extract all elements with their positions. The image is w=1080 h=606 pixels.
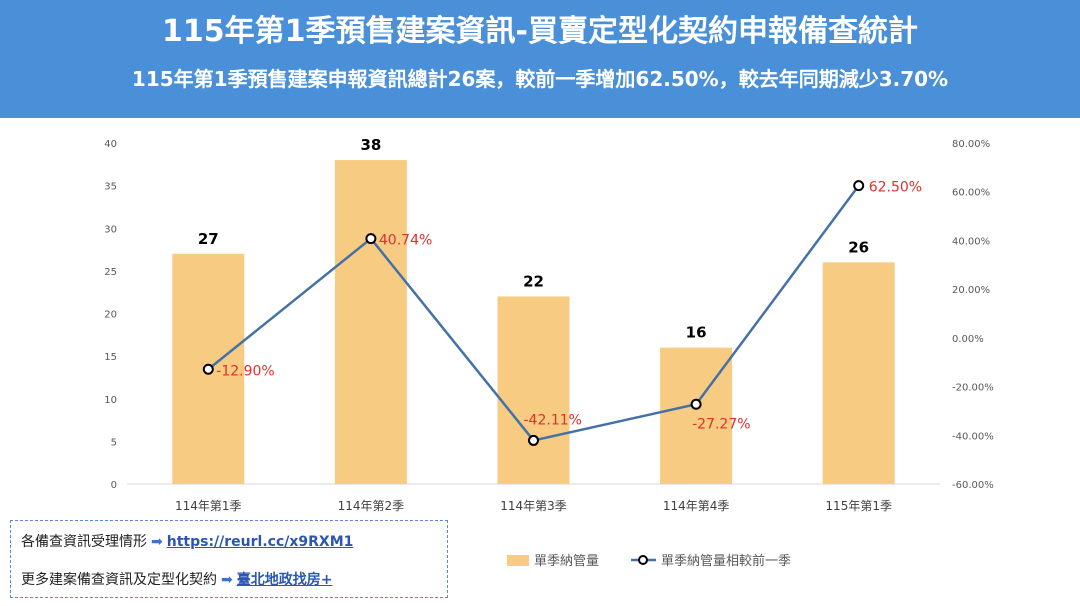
bar (497, 296, 570, 484)
y-left-tick-label: 0 (111, 480, 117, 491)
legend-bar-label: 單季納管量 (534, 554, 599, 569)
legend-bar-swatch (507, 555, 529, 566)
legend-line-label: 單季納管量相較前一季 (661, 553, 791, 569)
reurl-link[interactable]: https://reurl.cc/x9RXM1 (166, 534, 354, 550)
y-left-tick-label: 35 (104, 182, 117, 193)
bar-value-label: 38 (360, 136, 381, 154)
x-tick-label: 114年第3季 (500, 499, 567, 513)
info-line-2: 更多建案備查資訊及定型化契約 ➡ 臺北地政找房+ (21, 569, 332, 589)
line-point (528, 434, 539, 446)
info-line-2-label: 更多建案備查資訊及定型化契約 (21, 572, 217, 588)
info-line-1-label: 各備查資訊受理情形 (21, 534, 147, 550)
line-value-label: -12.90% (216, 363, 274, 379)
bar-value-label: 22 (523, 272, 544, 290)
x-tick-label: 114年第1季 (175, 499, 242, 513)
line-point (202, 363, 214, 375)
y-left-tick-label: 40 (104, 139, 117, 150)
line-value-label: -42.11% (524, 412, 582, 428)
y-left-tick-label: 20 (104, 310, 117, 321)
info-box: 各備查資訊受理情形 ➡ https://reurl.cc/x9RXM1 更多建案備查… (10, 520, 448, 598)
line-point (365, 233, 377, 245)
y-right-tick-label: 40.00% (952, 236, 990, 247)
info-line-1: 各備查資訊受理情形 ➡ https://reurl.cc/x9RXM1 (21, 531, 353, 551)
line-point (853, 180, 865, 192)
x-tick-label: 114年第2季 (338, 499, 405, 513)
y-left-tick-label: 5 (111, 437, 117, 448)
line-value-label: 62.50% (869, 180, 922, 196)
y-right-tick-label: -60.00% (952, 480, 994, 491)
y-right-tick-label: 20.00% (952, 285, 990, 296)
y-right-tick-label: -20.00% (952, 383, 994, 394)
header-banner: 115年第1季預售建案資訊-買賣定型化契約申報備查統計 115年第1季預售建案申… (0, 0, 1080, 118)
bar (822, 262, 895, 484)
bar-value-label: 27 (198, 230, 219, 248)
y-left-tick-label: 10 (104, 395, 117, 406)
page-title: 115年第1季預售建案資訊-買賣定型化契約申報備查統計 (162, 14, 918, 49)
line-value-label: -27.27% (692, 416, 750, 432)
page-subtitle: 115年第1季預售建案申報資訊總計26案，較前一季增加62.50%，較去年同期減… (131, 67, 949, 91)
y-left-tick-label: 25 (104, 267, 117, 278)
arrow-right-icon: ➡ (221, 572, 233, 588)
legend-line-marker (638, 555, 648, 565)
y-left-tick-label: 30 (104, 224, 117, 235)
y-right-tick-label: -40.00% (952, 431, 994, 442)
line-point (690, 398, 702, 410)
bar (334, 160, 407, 485)
x-tick-label: 115年第1季 (825, 499, 892, 513)
arrow-right-icon: ➡ (151, 534, 163, 550)
line-value-label: 40.74% (379, 233, 432, 249)
y-left-tick-label: 15 (104, 352, 117, 363)
find-house-link[interactable]: 臺北地政找房+ (236, 572, 333, 588)
combo-chart: 0 5 10 15 20 25 30 35 40 -60.00% -40.00% -20.00% 0.0… (104, 136, 994, 569)
bar-value-label: 16 (686, 324, 707, 342)
y-right-tick-label: 80.00% (952, 139, 990, 150)
y-right-tick-label: 0.00% (952, 334, 984, 345)
bar-value-label: 26 (848, 238, 869, 256)
x-tick-label: 114年第4季 (663, 499, 730, 513)
y-right-tick-label: 60.00% (952, 188, 990, 199)
